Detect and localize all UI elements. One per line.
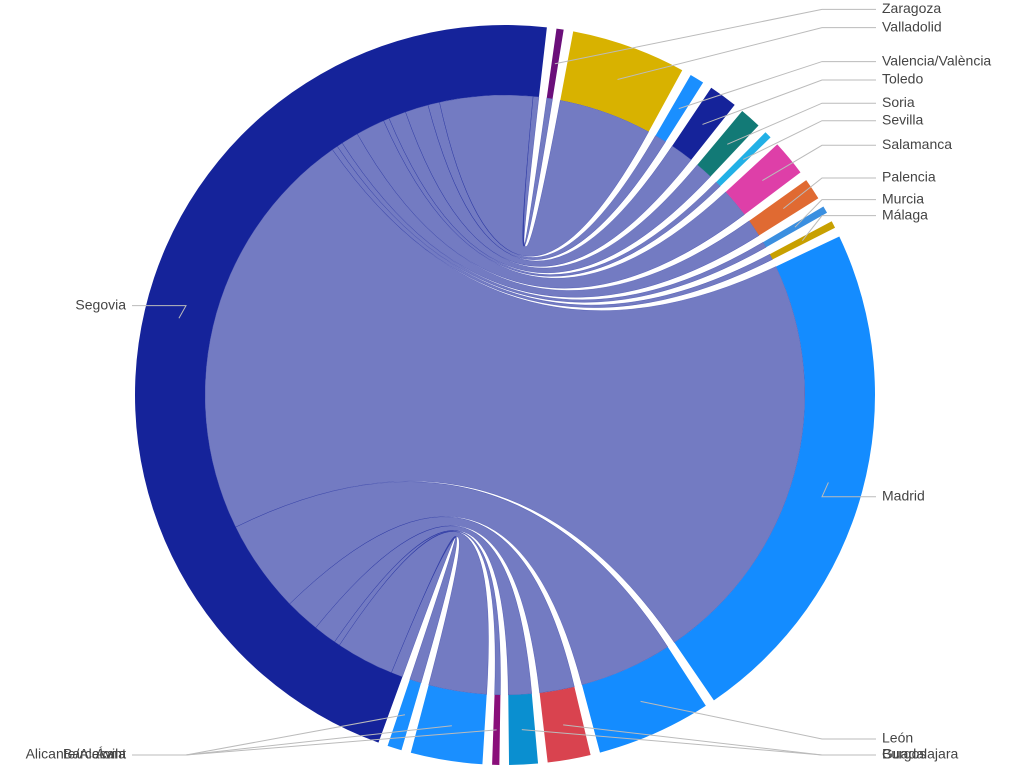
node-label: Barcelona: [63, 746, 126, 762]
label-leader: [762, 144, 876, 181]
node-label: Madrid: [882, 487, 925, 503]
node-arc: [725, 144, 801, 215]
label-leader: [132, 305, 187, 319]
label-leader: [783, 177, 876, 209]
node-label: León: [882, 730, 913, 746]
node-label: Burgos: [882, 746, 926, 762]
node-label: Alicante/Alacant: [26, 746, 127, 762]
label-leader: [554, 8, 876, 65]
link-ribbon: [356, 120, 745, 289]
link-ribbon: [383, 118, 721, 277]
link-ribbon: [332, 145, 773, 308]
link-ribbon: [235, 481, 669, 686]
node-arc: [582, 646, 706, 753]
label-leader: [521, 729, 876, 756]
node-arc: [410, 685, 487, 765]
node-label: Sevilla: [882, 111, 923, 127]
label-leader: [132, 729, 497, 756]
label-leader: [794, 199, 876, 228]
links: [204, 94, 806, 696]
label-leader: [821, 482, 876, 498]
node-label: Segovia: [75, 296, 126, 312]
node-label: Guadalajara: [882, 746, 958, 762]
label-leader: [727, 102, 876, 145]
node-label: Salamanca: [882, 136, 952, 152]
label-leader: [702, 79, 876, 125]
node-label: Málaga: [882, 206, 928, 222]
label-leader: [742, 120, 876, 160]
node-label: Ávila: [96, 746, 127, 762]
link-ribbon: [388, 111, 711, 274]
node-label: Murcia: [882, 190, 924, 206]
label-leader: [617, 27, 876, 80]
node-label: Valladolid: [882, 18, 942, 34]
node-arc: [134, 24, 547, 743]
node-label: Zaragoza: [882, 0, 941, 16]
label-leader: [801, 215, 876, 241]
label-leader: [640, 700, 876, 740]
node-label: Palencia: [882, 169, 936, 185]
node-label: Valencia/València: [882, 52, 991, 68]
node-label: Toledo: [882, 71, 923, 87]
link-ribbon: [439, 94, 650, 257]
node-arc: [674, 236, 876, 701]
node-label: Soria: [882, 94, 915, 110]
label-leader: [678, 61, 876, 110]
